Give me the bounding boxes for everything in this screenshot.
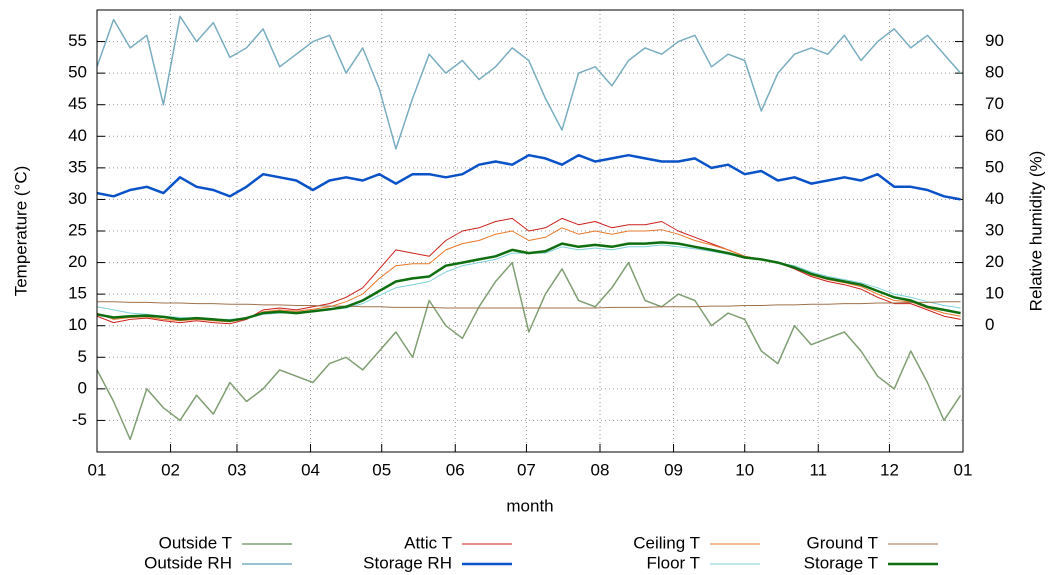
y-tick-label: 35 <box>68 157 87 176</box>
plot-frame <box>96 9 964 453</box>
y-tick-label: -5 <box>72 410 87 429</box>
legend-label: Storage RH <box>363 553 452 572</box>
legend-label: Outside T <box>159 533 232 552</box>
y2-axis-label: Relative humidity (%) <box>1026 151 1045 312</box>
y2-tick-label: 90 <box>985 31 1004 50</box>
series-line <box>97 153 961 201</box>
legend-label: Ground T <box>806 533 878 552</box>
legend-label: Ceiling T <box>633 533 700 552</box>
x-tick-label: 03 <box>228 460 247 479</box>
legend-label: Attic T <box>404 533 452 552</box>
y-tick-label: 20 <box>68 252 87 271</box>
x-tick-label: 01 <box>88 460 107 479</box>
y2-tick-label: 40 <box>985 189 1004 208</box>
x-tick-label: 07 <box>517 460 536 479</box>
y-tick-label: 30 <box>68 189 87 208</box>
y2-tick-label: 50 <box>985 157 1004 176</box>
x-tick-label: 01 <box>954 460 973 479</box>
series-line <box>97 261 962 441</box>
series-line <box>97 217 961 325</box>
x-axis-label: month <box>506 496 553 515</box>
y-tick-label: 25 <box>68 220 87 239</box>
y-tick-label: 55 <box>68 31 87 50</box>
legend-label: Floor T <box>646 553 700 572</box>
y2-tick-label: 10 <box>985 284 1004 303</box>
x-tick-label: 04 <box>301 460 320 479</box>
y-tick-label: 0 <box>78 378 87 397</box>
y-tick-label: 15 <box>68 284 87 303</box>
y2-tick-label: 70 <box>985 94 1004 113</box>
x-tick-label: 02 <box>161 460 180 479</box>
y2-tick-label: 20 <box>985 252 1004 271</box>
x-tick-label: 08 <box>591 460 610 479</box>
y-tick-label: 40 <box>68 126 87 145</box>
series-line <box>97 241 961 322</box>
y2-tick-label: 80 <box>985 63 1004 82</box>
y-axis-label: Temperature (°C) <box>11 166 30 297</box>
x-tick-label: 11 <box>809 460 827 479</box>
x-tick-label: 09 <box>664 460 683 479</box>
y-tick-label: 50 <box>68 63 87 82</box>
y-tick-label: 10 <box>68 315 87 334</box>
x-tick-label: 12 <box>880 460 899 479</box>
legend-label: Outside RH <box>144 553 232 572</box>
y-tick-label: 45 <box>68 94 87 113</box>
y2-tick-label: 60 <box>985 126 1004 145</box>
y-tick-label: 5 <box>78 347 87 366</box>
x-tick-label: 10 <box>735 460 754 479</box>
x-tick-label: 05 <box>372 460 391 479</box>
series-line <box>97 15 962 150</box>
series-line <box>97 301 961 309</box>
y2-tick-label: 30 <box>985 220 1004 239</box>
x-tick-label: 06 <box>446 460 465 479</box>
legend-label: Storage T <box>804 553 878 572</box>
y2-tick-label: 0 <box>985 315 994 334</box>
